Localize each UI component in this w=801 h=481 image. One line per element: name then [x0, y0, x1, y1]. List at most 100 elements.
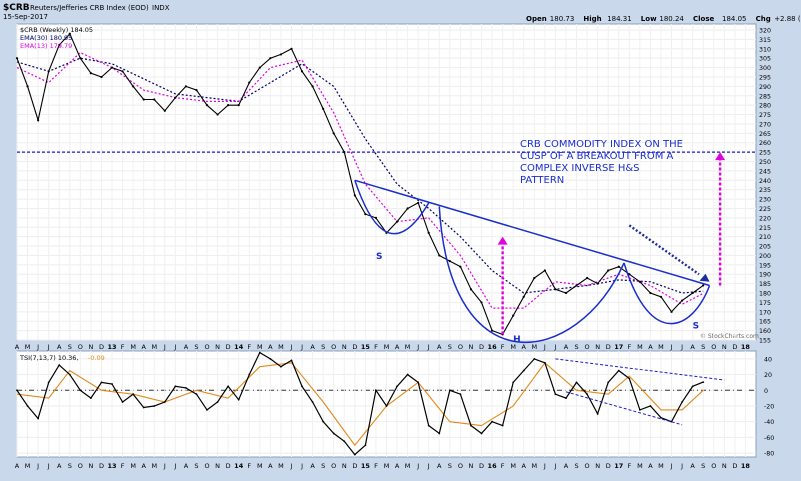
price-point — [248, 81, 251, 84]
x-tick-price: N — [215, 343, 220, 351]
legend-ema30: EMA(30) 180.95 — [20, 34, 72, 42]
head-measure-arrow-head — [497, 236, 508, 245]
price-y-tick: 270 — [759, 121, 771, 128]
x-tick-tsi: S — [574, 462, 578, 470]
x-tick-price: 14 — [234, 343, 244, 351]
x-tick-price: 16 — [488, 343, 498, 351]
price-y-tick: 250 — [759, 159, 771, 166]
x-tick-price: O — [204, 343, 209, 351]
tsi-point — [206, 408, 208, 411]
price-y-tick: 265 — [759, 131, 771, 138]
quote-high-value: 184.31 — [607, 15, 632, 23]
x-tick-price: M — [510, 343, 516, 351]
x-tick-price: S — [701, 343, 705, 351]
x-tick-price: S — [68, 343, 72, 351]
price-y-tick: 305 — [759, 56, 771, 63]
left-shoulder-label: S — [376, 252, 382, 262]
tsi-point — [480, 432, 483, 435]
x-tick-price: 18 — [741, 343, 751, 351]
x-tick-price: M — [658, 343, 664, 351]
tsi-point — [195, 393, 198, 396]
x-tick-price: F — [247, 343, 251, 351]
price-y-tick: 180 — [759, 291, 771, 298]
tsi-y-tick: 20 — [764, 372, 772, 379]
annotation-line: CRB COMMODITY INDEX ON THE — [520, 139, 683, 150]
tsi-point — [628, 377, 631, 380]
x-tick-price: F — [501, 343, 505, 351]
price-point — [47, 70, 50, 73]
x-tick-price: N — [342, 343, 347, 351]
price-point — [617, 265, 620, 268]
price-point — [37, 119, 40, 122]
x-tick-tsi: J — [416, 462, 419, 470]
tsi-point — [132, 393, 135, 396]
legend-ema13: EMA(13) 179.79 — [20, 42, 72, 50]
tsi-point — [163, 401, 166, 403]
x-tick-tsi: N — [722, 462, 727, 470]
price-point — [290, 47, 293, 50]
tsi-point — [364, 444, 367, 447]
tsi-signal-line — [16, 361, 704, 447]
x-tick-price: J — [290, 343, 293, 351]
watermark: © StockCharts.com — [700, 333, 759, 340]
x-tick-tsi: 13 — [107, 462, 116, 470]
price-y-tick: 295 — [759, 74, 771, 81]
x-tick-price: J — [173, 343, 176, 351]
tsi-point — [343, 440, 346, 443]
tsi-point — [111, 383, 113, 385]
x-tick-price: M — [151, 343, 157, 351]
price-y-tick: 175 — [759, 300, 771, 307]
x-tick-tsi: J — [163, 462, 166, 470]
price-point — [332, 132, 335, 135]
price-y-tick: 170 — [759, 309, 771, 316]
price-point — [300, 70, 304, 73]
tsi-point — [681, 401, 683, 403]
x-tick-tsi: 15 — [361, 462, 371, 470]
x-tick-price: J — [680, 343, 683, 351]
x-tick-tsi: A — [15, 462, 20, 470]
x-tick-price: J — [543, 343, 546, 351]
x-tick-tsi: M — [130, 462, 136, 470]
price-point — [427, 231, 430, 235]
x-tick-price: J — [553, 343, 556, 351]
price-y-tick: 220 — [759, 215, 771, 222]
price-point — [543, 269, 546, 272]
x-tick-tsi: A — [57, 462, 62, 470]
x-tick-tsi: F — [501, 462, 505, 470]
x-tick-price: J — [300, 343, 303, 351]
tsi-point — [554, 393, 557, 396]
tsi-point — [565, 397, 567, 400]
x-tick-price: M — [384, 343, 390, 351]
header-symbol: $CRB — [3, 3, 30, 13]
tsi-point — [90, 397, 92, 400]
x-tick-price: D — [226, 343, 231, 351]
x-tick-tsi: J — [427, 462, 430, 470]
x-tick-price: D — [479, 343, 484, 351]
x-tick-tsi: D — [99, 462, 104, 470]
price-point — [184, 85, 188, 88]
price-y-tick: 185 — [759, 281, 771, 288]
tsi-point — [396, 385, 398, 388]
price-point — [343, 151, 346, 154]
tsi-legend-signal: -0.09 — [88, 354, 105, 362]
price-point — [15, 57, 19, 60]
head-curve — [438, 206, 625, 344]
price-y-tick: 200 — [759, 253, 771, 260]
x-tick-tsi: S — [448, 462, 452, 470]
tsi-point — [79, 389, 82, 392]
x-tick-tsi: A — [690, 462, 695, 470]
tsi-point — [16, 389, 18, 392]
x-tick-price: M — [531, 343, 537, 351]
right-shoulder-curve — [623, 262, 711, 325]
x-tick-price: A — [268, 343, 273, 351]
x-tick-price: O — [78, 343, 83, 351]
price-point — [564, 291, 568, 295]
x-tick-price: J — [47, 343, 50, 351]
x-tick-tsi: J — [300, 462, 303, 470]
price-point — [702, 284, 705, 287]
price-point — [205, 104, 209, 107]
x-tick-tsi: M — [510, 462, 516, 470]
quote-open-label: Open — [526, 15, 547, 23]
